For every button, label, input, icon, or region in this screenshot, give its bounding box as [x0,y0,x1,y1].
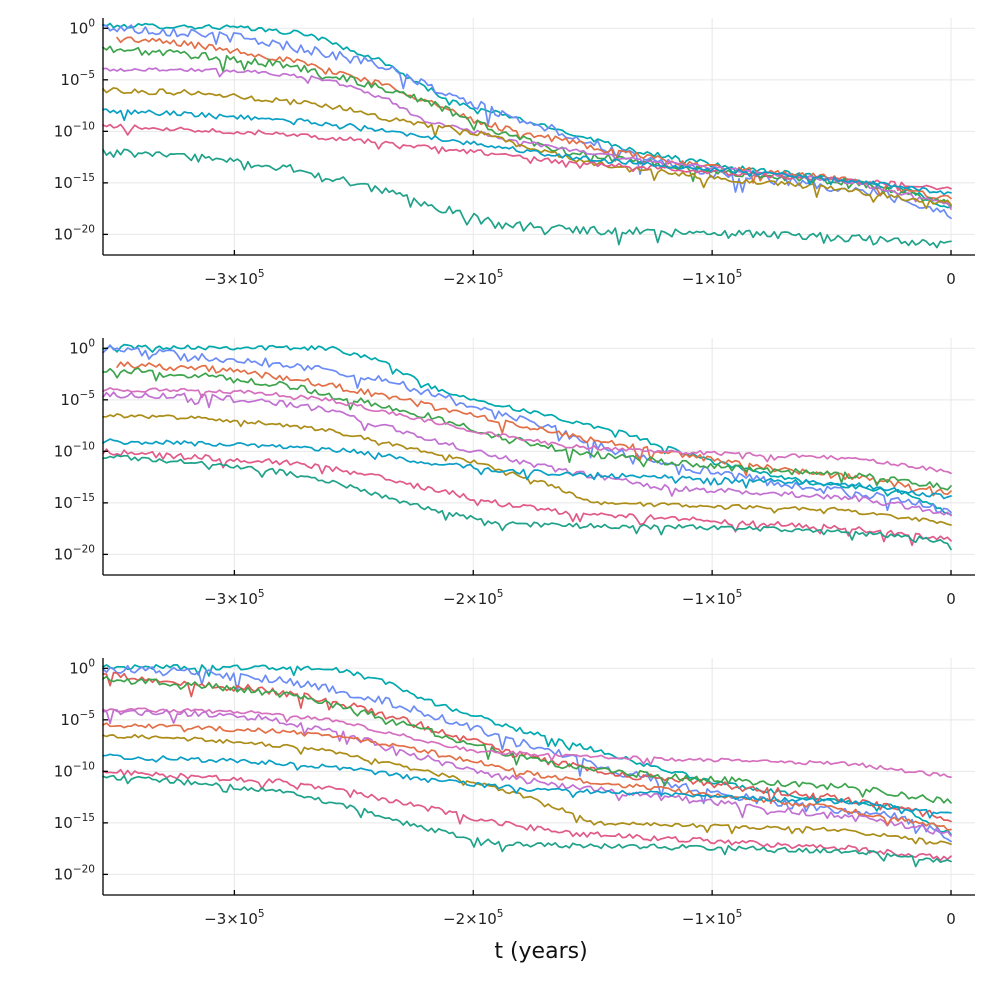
x-tick-label: −2×105 [443,908,503,928]
series-line-3 [116,361,952,497]
series-line-2 [102,344,952,514]
series-line-5 [102,67,952,210]
x-axis-label: t (years) [494,939,587,964]
panel-bottom: −3×105 −2×105 −1×105 0 100 10−5 10−10 10−15 10−2… [54,657,975,928]
series-line-11 [102,774,952,868]
series-line-6 [102,87,952,210]
series-line-5 [102,387,952,475]
x-tick-label: 0 [946,910,956,928]
x-tick-label: −1×105 [682,908,742,928]
y-tick-label: 10−5 [60,69,95,89]
series-line-1 [102,343,952,516]
series-line-10 [102,454,952,551]
y-tick-label: 10−10 [54,440,95,460]
series-line-5 [102,707,952,778]
series-line-6 [102,708,952,837]
series-line-7 [102,413,952,526]
series-line-4 [102,675,952,804]
y-tick-label: 10−10 [54,760,95,780]
x-tick-label: −3×105 [204,908,264,928]
series-line-4 [102,367,952,491]
series-line-10 [102,768,952,862]
y-tick-label: 100 [69,337,95,357]
x-tick-label: −1×105 [682,588,742,608]
y-tick-label: 10−5 [60,709,95,729]
series-line-9 [102,753,952,819]
y-tick-label: 10−15 [54,172,95,192]
y-tick-label: 10−15 [54,812,95,832]
x-tick-label: −3×105 [204,268,264,288]
series-line-7 [102,123,952,192]
series-line-8 [102,438,952,500]
series-line-4 [102,45,952,207]
x-tick-label: −2×105 [443,268,503,288]
x-tick-label: 0 [946,270,956,288]
series-line-8 [102,733,952,846]
x-tick-label: −2×105 [443,588,503,608]
x-tick-label: −1×105 [682,268,742,288]
y-tick-label: 10−20 [54,543,95,563]
y-tick-label: 10−20 [54,863,95,883]
x-tick-label: 0 [946,590,956,608]
panel-top: −3×105 −2×105 −1×105 0 100 10−5 10−10 10−15 10−2… [54,17,975,288]
series-line-8 [102,108,952,196]
panel-middle: −3×105 −2×105 −1×105 0 100 10−5 10−10 10−15 10−2… [54,337,975,608]
y-tick-label: 100 [69,17,95,37]
series-line-9 [102,448,952,547]
series-line-6 [102,391,952,517]
y-tick-label: 10−5 [60,389,95,409]
series-line-7 [102,722,952,831]
series-line-9 [102,148,952,249]
series-line-2 [102,24,952,220]
x-tick-label: −3×105 [204,588,264,608]
y-tick-label: 100 [69,657,95,677]
y-tick-label: 10−15 [54,492,95,512]
y-tick-label: 10−10 [54,120,95,140]
y-tick-label: 10−20 [54,223,95,243]
series-line-3 [116,36,952,200]
